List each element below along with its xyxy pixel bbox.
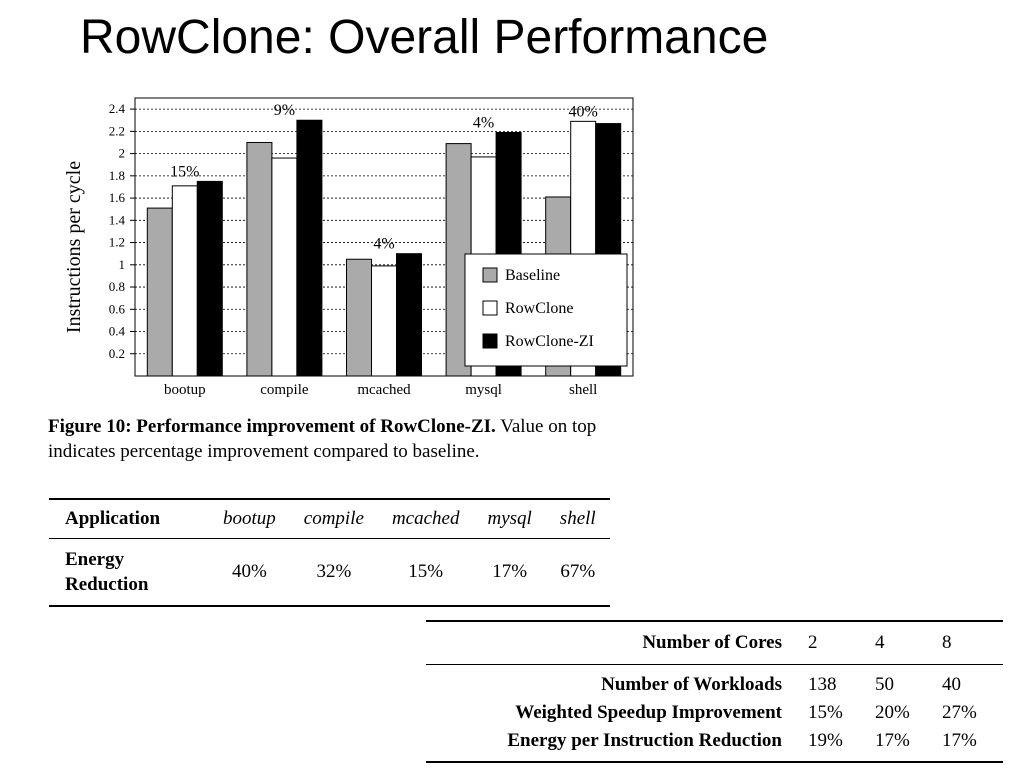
multicore-table: Number of Cores 2 4 8 Number of Workload… xyxy=(426,620,1003,763)
energy-table-row: Energy Reduction 40% 32% 15% 17% 67% xyxy=(49,539,610,607)
y-tick-label: 2.4 xyxy=(109,101,126,116)
legend-swatch xyxy=(482,333,498,349)
y-tick-label: 1.8 xyxy=(109,168,125,183)
energy-table-app: bootup xyxy=(209,499,290,539)
energy-table-cell: 17% xyxy=(492,561,528,582)
bar-annotation: 9% xyxy=(274,102,295,119)
legend-label: RowClone xyxy=(505,300,573,317)
multicore-header-value: 8 xyxy=(936,621,1003,665)
multicore-cell: 17% xyxy=(875,730,910,751)
multicore-header-row: Number of Cores 2 4 8 xyxy=(426,621,1003,665)
energy-table-app: compile xyxy=(289,499,378,539)
multicore-header-label: Number of Cores xyxy=(426,621,802,665)
energy-table-cell: 67% xyxy=(560,561,596,582)
slide-title: RowClone: Overall Performance xyxy=(80,11,769,64)
multicore-cell: 40 xyxy=(942,674,961,695)
multicore-header-value: 4 xyxy=(869,621,936,665)
y-axis-label: Instructions per cycle xyxy=(63,161,85,333)
x-tick-label: mcached xyxy=(357,382,411,398)
bar-annotation: 4% xyxy=(473,114,494,131)
multicore-cell: 19% xyxy=(808,730,843,751)
bar xyxy=(246,141,273,377)
multicore-row: Energy per Instruction Reduction 19% 17%… xyxy=(426,727,1003,762)
energy-table-app: mcached xyxy=(377,499,474,539)
bar xyxy=(371,265,397,377)
energy-table-header-row: Application bootup compile mcached mysql… xyxy=(49,499,610,539)
legend-label: Baseline xyxy=(505,267,560,284)
y-tick-label: 0.6 xyxy=(109,301,126,316)
energy-table-cell: 40% xyxy=(231,561,267,582)
multicore-cell: 20% xyxy=(875,702,910,723)
energy-table-cell: 32% xyxy=(316,561,352,582)
figure-caption: Figure 10: Performance improvement of Ro… xyxy=(48,414,660,464)
x-tick-label: bootup xyxy=(164,382,206,398)
x-tick-label: mysql xyxy=(465,382,502,398)
multicore-cell: 50 xyxy=(875,674,894,695)
caption-text: Value on top indicates percentage improv… xyxy=(48,416,597,462)
x-tick-label: compile xyxy=(260,382,309,398)
y-tick-label: 2 xyxy=(119,146,126,161)
multicore-row-label: Energy per Instruction Reduction xyxy=(507,730,782,751)
bar xyxy=(296,119,323,377)
caption-title: Figure 10: Performance improvement of Ro… xyxy=(48,416,496,437)
legend-swatch xyxy=(482,267,498,283)
energy-table-row-label: Energy Reduction xyxy=(65,549,149,595)
bar-annotation: 40% xyxy=(569,103,598,120)
energy-reduction-table: Application bootup compile mcached mysql… xyxy=(49,498,610,607)
multicore-row: Weighted Speedup Improvement 15% 20% 27% xyxy=(426,699,1003,727)
bar-annotation: 4% xyxy=(373,236,394,253)
multicore-header-value: 2 xyxy=(802,621,869,665)
multicore-row-label: Weighted Speedup Improvement xyxy=(515,702,782,723)
legend-label: RowClone-ZI xyxy=(505,333,594,350)
energy-table-app: shell xyxy=(545,499,610,539)
y-tick-label: 1 xyxy=(119,257,126,272)
bar-annotation: 15% xyxy=(170,163,199,180)
multicore-cell: 27% xyxy=(942,702,977,723)
energy-table-cell: 15% xyxy=(408,561,444,582)
multicore-row-label: Number of Workloads xyxy=(601,674,782,695)
y-tick-label: 1.2 xyxy=(109,235,125,250)
bar xyxy=(346,258,372,377)
y-tick-label: 0.8 xyxy=(109,279,125,294)
bar xyxy=(271,157,298,377)
multicore-cell: 138 xyxy=(808,674,837,695)
bar xyxy=(146,207,173,377)
bar xyxy=(396,253,422,377)
legend-swatch xyxy=(482,300,498,316)
y-tick-label: 1.4 xyxy=(109,212,126,227)
multicore-cell: 17% xyxy=(942,730,977,751)
y-tick-label: 2.2 xyxy=(109,123,125,138)
multicore-cell: 15% xyxy=(808,702,843,723)
ipc-bar-chart: 0.2 0.4 0.6 0.8 1 1.2 1.4 1.6 1.8 2 2.2 2.4 Instruct… xyxy=(63,97,634,398)
y-tick-label: 0.2 xyxy=(109,346,125,361)
y-tick-label: 0.4 xyxy=(109,324,126,339)
multicore-row: Number of Workloads 138 50 40 xyxy=(426,665,1003,700)
energy-table-header-label: Application xyxy=(49,499,209,539)
bar xyxy=(196,180,223,377)
y-tick-label: 1.6 xyxy=(109,190,126,205)
bar xyxy=(171,185,198,377)
energy-table-app: mysql xyxy=(473,499,546,539)
x-tick-label: shell xyxy=(569,382,597,398)
